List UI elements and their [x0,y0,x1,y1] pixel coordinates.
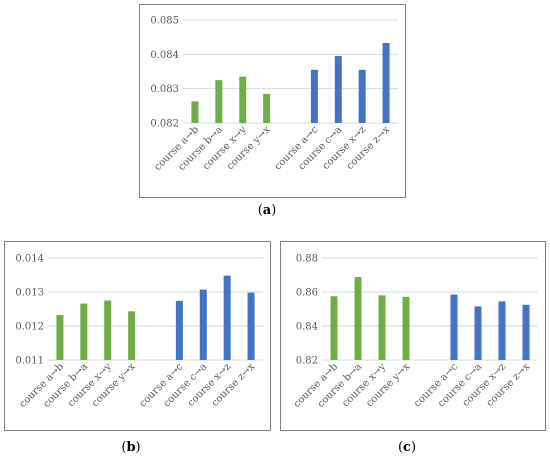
bar [199,289,207,360]
bar [80,303,88,360]
y-tick-label: 0.86 [296,288,318,299]
bar [310,69,318,123]
caption-a: (a) [257,203,277,218]
bar [382,43,390,123]
chart-panel-a: 0.082 0.083 0.084 0.085 course a→b course b→a… [139,4,406,198]
bar [247,292,255,360]
y-tick-label: 0.083 [150,84,179,95]
bar [263,93,271,123]
bar [128,311,136,360]
y-tick-label: 0.013 [15,288,44,299]
bar [215,80,223,123]
bar [56,315,64,360]
y-tick-label: 0.88 [296,254,318,265]
chart-panel-c: 0.82 0.84 0.86 0.88 course a→b course b→a cour… [280,241,546,431]
bar [239,76,247,123]
caption-b: (b) [121,440,141,455]
bar [191,101,199,123]
y-tick-label: 0.011 [15,356,44,367]
bar [175,300,183,360]
chart-panel-b: 0.011 0.012 0.013 0.014 course a→b course b→a… [4,241,271,431]
y-tick-label: 0.085 [150,16,179,27]
bar [498,301,506,360]
caption-b-letter: b [126,440,136,455]
bar [223,275,231,360]
bar [378,295,386,360]
bar [354,277,362,360]
bar [522,304,530,360]
caption-a-letter: a [262,203,272,218]
caption-c-letter: c [403,440,411,455]
caption-c: (c) [397,440,417,455]
y-tick-label: 0.014 [15,254,44,265]
bar [334,56,342,123]
y-tick-label: 0.012 [15,322,44,333]
bar [474,306,482,360]
y-tick-label: 0.084 [150,50,179,61]
bar [104,300,112,360]
bar [358,69,366,123]
y-tick-label: 0.82 [296,356,318,367]
bar [402,296,410,360]
bar [450,294,458,360]
y-tick-label: 0.082 [150,119,179,130]
bar [330,296,338,360]
y-tick-label: 0.84 [296,322,318,333]
